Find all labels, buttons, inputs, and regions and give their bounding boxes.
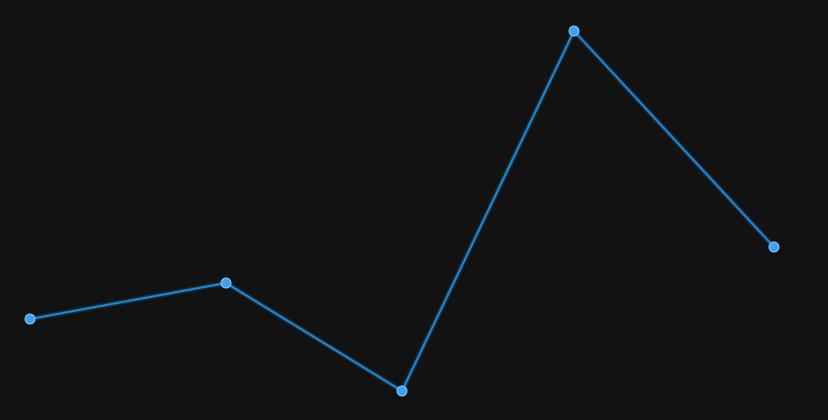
series-line-glow <box>27 28 777 394</box>
data-point <box>24 313 36 325</box>
data-point <box>768 241 780 253</box>
series-layer <box>27 28 777 394</box>
data-point <box>568 25 580 37</box>
data-point <box>220 277 232 289</box>
data-point <box>396 385 408 397</box>
points-layer <box>24 25 780 397</box>
series-line <box>29 30 775 392</box>
